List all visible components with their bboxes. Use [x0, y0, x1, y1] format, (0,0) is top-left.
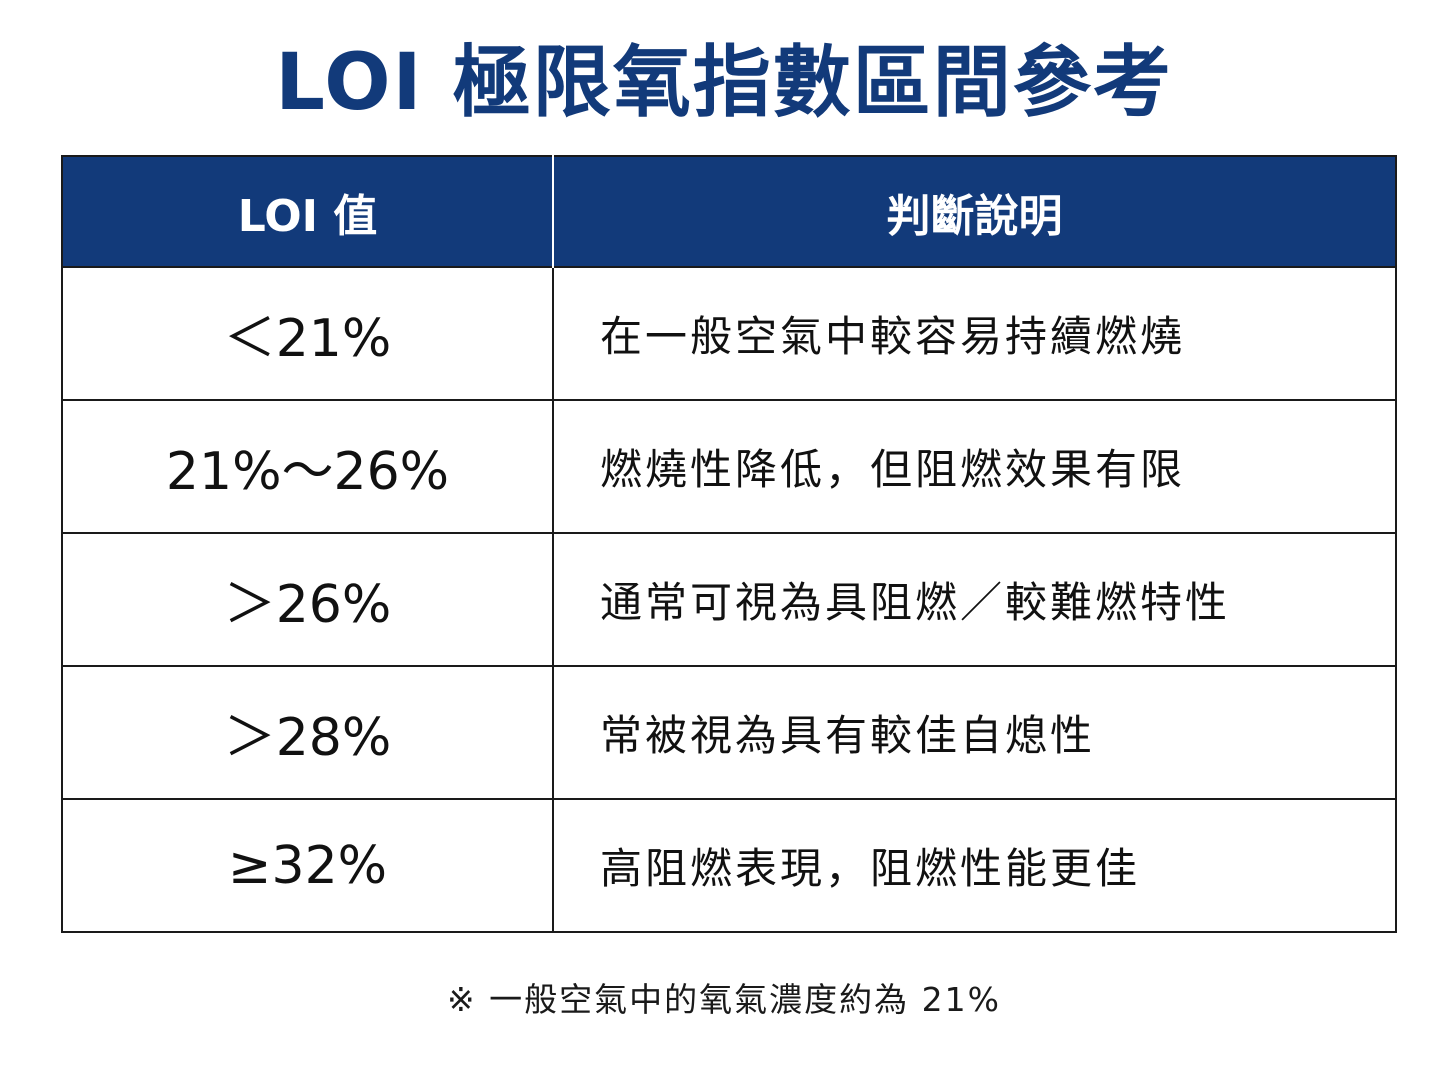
table-row: 21%～26% 燃燒性降低，但阻燃效果有限: [62, 399, 1396, 533]
column-header-description: 判斷說明: [553, 156, 1396, 267]
description-cell: 在一般空氣中較容易持續燃燒: [553, 266, 1396, 400]
description-cell: 高阻燃表現，阻燃性能更佳: [553, 798, 1396, 932]
description-cell: 常被視為具有較佳自熄性: [553, 665, 1396, 799]
column-header-loi-value: LOI 值: [62, 156, 554, 267]
loi-value-cell: 21%～26%: [62, 399, 554, 533]
page-title: LOI 極限氧指數區間參考: [275, 38, 1173, 128]
table-row: ＞28% 常被視為具有較佳自熄性: [62, 665, 1396, 799]
table-row: ≥32% 高阻燃表現，阻燃性能更佳: [62, 798, 1396, 932]
loi-value-cell: ＜21%: [62, 266, 554, 400]
description-cell: 燃燒性降低，但阻燃效果有限: [553, 399, 1396, 533]
table-row: ＞26% 通常可視為具阻燃／較難燃特性: [62, 532, 1396, 666]
loi-value-cell: ≥32%: [62, 798, 554, 932]
loi-value-cell: ＞28%: [62, 665, 554, 799]
description-cell: 通常可視為具阻燃／較難燃特性: [553, 532, 1396, 666]
footnote: ※ 一般空氣中的氧氣濃度約為 21%: [447, 980, 1001, 1019]
loi-reference-table: LOI 值 判斷說明 ＜21% 在一般空氣中較容易持續燃燒 21%～26% 燃燒…: [61, 155, 1397, 933]
table-row: ＜21% 在一般空氣中較容易持續燃燒: [62, 266, 1396, 400]
table-header-row: LOI 值 判斷說明: [62, 156, 1396, 267]
loi-value-cell: ＞26%: [62, 532, 554, 666]
